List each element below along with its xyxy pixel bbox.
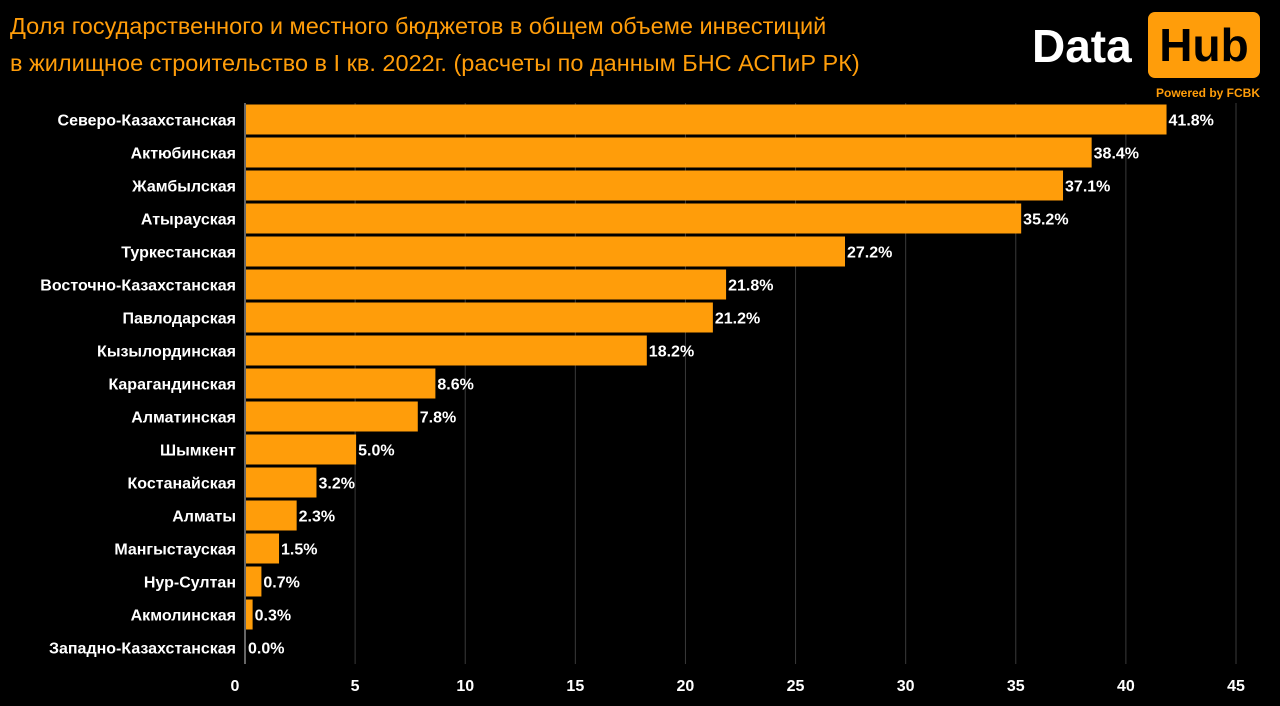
x-tick-label: 5: [351, 678, 360, 695]
x-tick-label: 20: [677, 678, 695, 695]
category-label: Актюбинская: [131, 146, 236, 163]
bar: [246, 599, 253, 630]
x-tick-label: 0: [231, 678, 240, 695]
data-label: 7.8%: [420, 410, 456, 427]
data-label: 35.2%: [1023, 212, 1068, 229]
data-label: 18.2%: [649, 344, 694, 361]
bar: [246, 170, 1064, 201]
chart-title: Доля государственного и местного бюджето…: [10, 8, 1010, 82]
category-label: Жамбылская: [131, 179, 236, 196]
data-label: 5.0%: [358, 443, 394, 460]
title-line-1: Доля государственного и местного бюджето…: [10, 13, 827, 39]
category-label: Атырауская: [141, 212, 236, 229]
data-label: 2.3%: [299, 509, 335, 526]
x-tick-label: 30: [897, 678, 915, 695]
category-label: Северо-Казахстанская: [58, 113, 236, 130]
x-tick-label: 15: [566, 678, 584, 695]
category-label: Мангыстауская: [114, 542, 236, 559]
category-label: Алматы: [172, 509, 236, 526]
bar: [246, 302, 713, 333]
data-label: 0.3%: [255, 608, 291, 625]
x-tick-label: 45: [1227, 678, 1245, 695]
bar: [246, 434, 357, 465]
bar: [246, 566, 262, 597]
category-label: Алматинская: [131, 410, 236, 427]
logo-data-text: Data: [1032, 20, 1132, 72]
bar: [246, 401, 418, 432]
data-label: 27.2%: [847, 245, 892, 262]
data-label: 21.8%: [728, 278, 773, 295]
bar: [246, 500, 297, 531]
data-label: 0.0%: [248, 641, 284, 658]
bar: [246, 104, 1167, 135]
category-label: Восточно-Казахстанская: [40, 278, 236, 295]
data-label: 1.5%: [281, 542, 317, 559]
data-label: 41.8%: [1169, 113, 1214, 130]
bar: [246, 203, 1022, 234]
bar: [246, 335, 647, 366]
category-label: Акмолинская: [131, 608, 236, 625]
category-label: Туркестанская: [121, 245, 236, 262]
data-label: 3.2%: [318, 476, 354, 493]
bar: [246, 368, 436, 399]
logo-hub-text: Hub: [1148, 12, 1260, 78]
category-label: Нур-Султан: [144, 575, 236, 592]
datahub-logo: Data Hub Powered by FCBK: [1030, 12, 1260, 102]
data-label: 8.6%: [437, 377, 473, 394]
category-label: Кызылординская: [97, 344, 236, 361]
category-label: Костанайская: [128, 476, 237, 493]
data-label: 0.7%: [263, 575, 299, 592]
bar: [246, 137, 1092, 168]
bar: [246, 533, 280, 564]
title-line-2: в жилищное строительство в I кв. 2022г. …: [10, 50, 860, 76]
data-label: 37.1%: [1065, 179, 1110, 196]
logo-powered-text: Powered by FCBK: [1155, 86, 1260, 100]
data-label: 38.4%: [1094, 146, 1139, 163]
category-label: Западно-Казахстанская: [49, 641, 236, 658]
category-label: Карагандинская: [108, 377, 236, 394]
x-tick-label: 35: [1007, 678, 1025, 695]
category-label: Шымкент: [160, 443, 236, 460]
bar: [246, 236, 846, 267]
data-label: 21.2%: [715, 311, 760, 328]
bar: [246, 269, 727, 300]
x-tick-label: 10: [456, 678, 474, 695]
x-tick-label: 25: [787, 678, 805, 695]
category-label: Павлодарская: [122, 311, 236, 328]
bar: [246, 467, 317, 498]
x-tick-label: 40: [1117, 678, 1135, 695]
